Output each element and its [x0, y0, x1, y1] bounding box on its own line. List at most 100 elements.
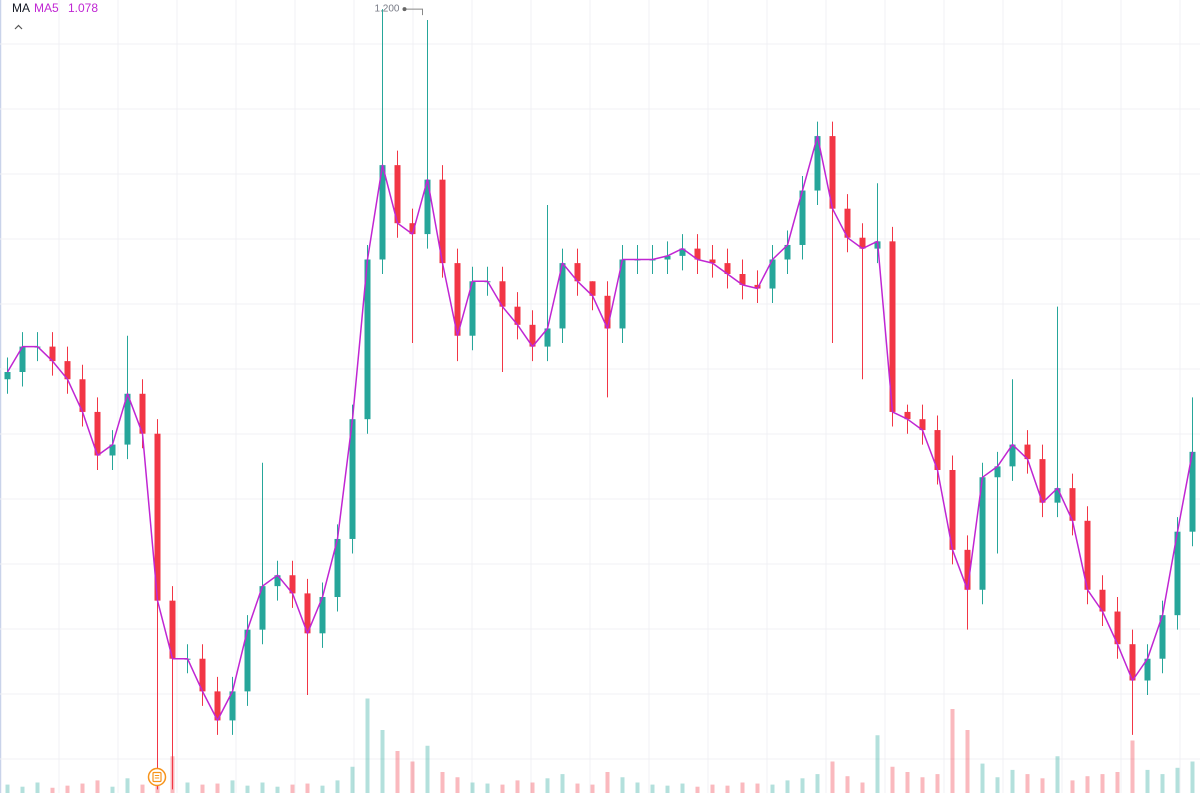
volume-bar: [95, 780, 100, 793]
volume-bar: [695, 786, 700, 793]
volume-bar: [5, 784, 10, 793]
candle-body: [859, 237, 866, 249]
candle-body: [49, 346, 56, 362]
candle-body: [259, 586, 266, 630]
max-marker-label: 1.200: [374, 4, 399, 15]
event-icon[interactable]: [147, 767, 167, 787]
volume-bar: [1100, 774, 1105, 793]
candle-body: [694, 248, 701, 260]
volume-bar: [860, 782, 865, 793]
volume-bar: [65, 785, 70, 793]
volume-bar: [815, 774, 820, 793]
volume-bar: [545, 778, 550, 793]
volume-bar: [20, 786, 25, 793]
volume-bar: [260, 782, 265, 793]
candle-body: [94, 411, 101, 456]
candle-body: [4, 372, 11, 380]
candle-body: [514, 306, 521, 325]
candle-body: [1024, 444, 1031, 460]
volume-bar: [380, 730, 385, 793]
volume-bar: [230, 780, 235, 793]
volume-bar: [635, 782, 640, 793]
candle-body: [454, 263, 461, 336]
volume-bar: [365, 698, 370, 793]
volume-bar: [965, 730, 970, 793]
candle-body: [229, 691, 236, 721]
volume-bar: [1070, 780, 1075, 793]
volume-bar: [1160, 774, 1165, 793]
candle-body: [754, 284, 761, 289]
volume-bar: [470, 782, 475, 793]
candle-body: [124, 393, 131, 445]
candle-body: [409, 223, 416, 235]
candle-body: [769, 259, 776, 289]
volume-bar: [995, 777, 1000, 793]
candle-body: [679, 248, 686, 256]
volume-layer: [5, 698, 1195, 793]
volume-bar: [665, 785, 670, 793]
volume-bar: [770, 784, 775, 793]
indicator-name: MA: [12, 1, 30, 15]
volume-bar: [350, 766, 355, 793]
candle-body: [1099, 589, 1106, 612]
collapse-toggle[interactable]: [14, 24, 23, 30]
candle-body: [964, 549, 971, 590]
volume-bar: [215, 783, 220, 793]
volume-bar: [245, 785, 250, 793]
candle-body: [814, 136, 821, 191]
volume-bar: [125, 778, 130, 793]
volume-bar: [1040, 778, 1045, 793]
volume-bar: [1190, 761, 1195, 793]
candle-body: [394, 165, 401, 224]
candle-body: [709, 259, 716, 264]
candle-body: [1114, 611, 1121, 645]
candle-body: [244, 629, 251, 692]
ma-line: [6, 135, 1194, 722]
candle-body: [469, 281, 476, 336]
candle-body: [1084, 520, 1091, 590]
volume-bar: [920, 777, 925, 793]
candle-body: [64, 361, 71, 380]
volume-bar: [1010, 769, 1015, 793]
candle-body: [424, 179, 431, 235]
volume-bar: [725, 785, 730, 793]
volume-bar: [110, 786, 115, 793]
volume-bar: [1025, 774, 1030, 793]
candle-body: [544, 328, 551, 347]
volume-bar: [1085, 776, 1090, 793]
volume-bar: [515, 780, 520, 793]
candle-body: [1069, 488, 1076, 521]
candle-body: [349, 419, 356, 539]
candle-body: [739, 274, 746, 285]
candle-body: [799, 190, 806, 245]
volume-bar: [980, 763, 985, 793]
volume-bar: [1055, 756, 1060, 793]
candle-body: [154, 433, 161, 601]
volume-bar: [1145, 769, 1150, 793]
volume-bar: [425, 745, 430, 793]
volume-bar: [950, 709, 955, 793]
volume-bar: [875, 735, 880, 793]
candle-body: [139, 393, 146, 434]
candle-body: [829, 136, 836, 209]
candle-body: [589, 281, 596, 296]
volume-bar: [680, 783, 685, 793]
candle-body: [994, 466, 1001, 478]
candle-body: [979, 477, 986, 590]
volume-bar: [650, 784, 655, 793]
volume-bar: [560, 774, 565, 793]
candle-body: [304, 593, 311, 634]
overlay-layer: 1.200: [6, 4, 1194, 722]
volume-bar: [575, 783, 580, 793]
candle-body: [604, 295, 611, 329]
volume-bar: [800, 778, 805, 793]
candle-body: [844, 208, 851, 238]
volume-bar: [1130, 740, 1135, 793]
candle-body: [889, 241, 896, 412]
candle-body: [949, 469, 956, 550]
candle-body: [379, 165, 386, 260]
volume-bar: [845, 776, 850, 793]
volume-bar: [785, 780, 790, 793]
